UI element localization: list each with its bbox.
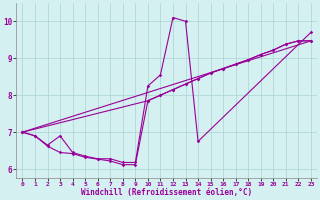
X-axis label: Windchill (Refroidissement éolien,°C): Windchill (Refroidissement éolien,°C) [81, 188, 252, 197]
